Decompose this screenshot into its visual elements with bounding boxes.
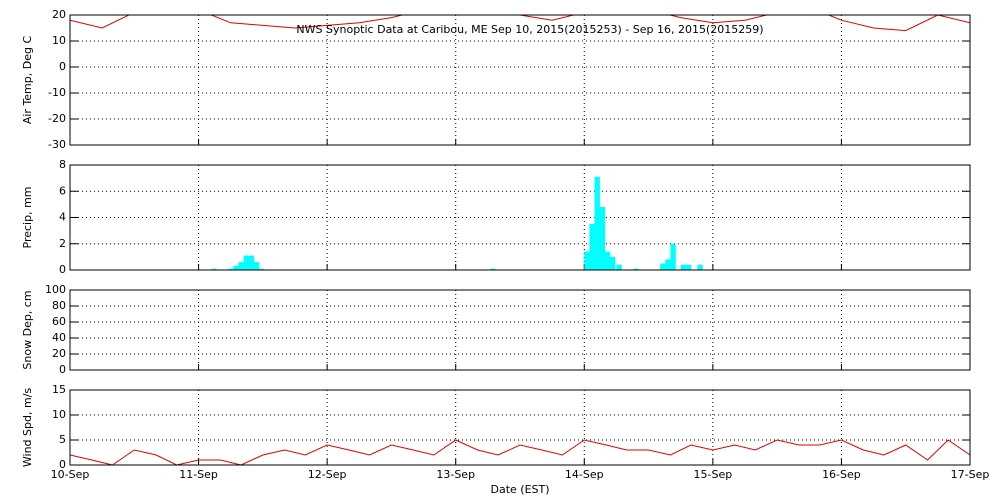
bar <box>665 259 671 270</box>
bar <box>238 262 244 270</box>
bar <box>697 264 703 270</box>
y-tick-label: 60 <box>52 315 66 328</box>
x-tick-label: 15-Sep <box>694 468 733 481</box>
y-tick-label: 5 <box>59 433 66 446</box>
line <box>70 15 970 32</box>
plot-frame <box>69 289 971 371</box>
x-tick-label: 17-Sep <box>951 468 990 481</box>
y-tick-label: 0 <box>59 263 66 276</box>
x-tick-label: 13-Sep <box>436 468 475 481</box>
y-axis-label: Snow Dep, cm <box>21 290 34 369</box>
bar <box>584 251 590 270</box>
x-tick-label: 12-Sep <box>308 468 347 481</box>
y-tick-label: -30 <box>48 138 66 151</box>
y-axis-label: Wind Spd, m/s <box>21 388 34 468</box>
bar <box>490 268 496 270</box>
bar <box>589 224 595 270</box>
line <box>70 439 970 465</box>
bar <box>610 256 616 270</box>
bar <box>253 262 260 270</box>
y-tick-label: 8 <box>59 158 66 171</box>
bar <box>243 255 249 270</box>
y-tick-label: 0 <box>59 458 66 471</box>
bar <box>259 268 265 270</box>
bar <box>685 264 692 270</box>
y-tick-label: -10 <box>48 86 66 99</box>
x-tick-label: 14-Sep <box>565 468 604 481</box>
bar <box>680 264 687 270</box>
x-tick-label: 11-Sep <box>179 468 218 481</box>
y-tick-label: 0 <box>59 60 66 73</box>
bar <box>604 251 611 270</box>
y-tick-label: 0 <box>59 363 66 376</box>
y-tick-label: 2 <box>59 237 66 250</box>
plot-frame <box>69 164 971 271</box>
bar <box>233 266 239 270</box>
y-tick-label: -20 <box>48 112 66 125</box>
bar <box>616 264 622 270</box>
bar <box>211 268 217 270</box>
y-tick-label: 40 <box>52 331 66 344</box>
bar <box>660 263 666 270</box>
y-axis-label: Air Temp, Deg C <box>21 36 34 125</box>
x-tick-label: 16-Sep <box>822 468 861 481</box>
y-tick-label: 20 <box>52 347 66 360</box>
y-tick-label: 80 <box>52 299 66 312</box>
y-tick-label: 10 <box>52 34 66 47</box>
bar <box>228 268 234 270</box>
plot-frame <box>69 14 971 146</box>
y-tick-label: 6 <box>59 184 66 197</box>
bar <box>599 207 606 270</box>
bar <box>633 268 639 270</box>
y-tick-label: 4 <box>59 211 66 224</box>
y-tick-label: 10 <box>52 408 66 421</box>
y-tick-label: 20 <box>52 8 66 21</box>
y-tick-label: 100 <box>45 283 66 296</box>
x-tick-label: 10-Sep <box>51 468 90 481</box>
bar <box>670 243 676 270</box>
y-tick-label: 15 <box>52 383 66 396</box>
bar <box>594 176 600 270</box>
bar <box>248 255 255 270</box>
plot-frame <box>69 389 971 466</box>
y-axis-label: Precip, mm <box>21 187 34 249</box>
x-axis-label: Date (EST) <box>490 483 549 496</box>
chart-title: NWS Synoptic Data at Caribou, ME Sep 10,… <box>296 23 763 36</box>
